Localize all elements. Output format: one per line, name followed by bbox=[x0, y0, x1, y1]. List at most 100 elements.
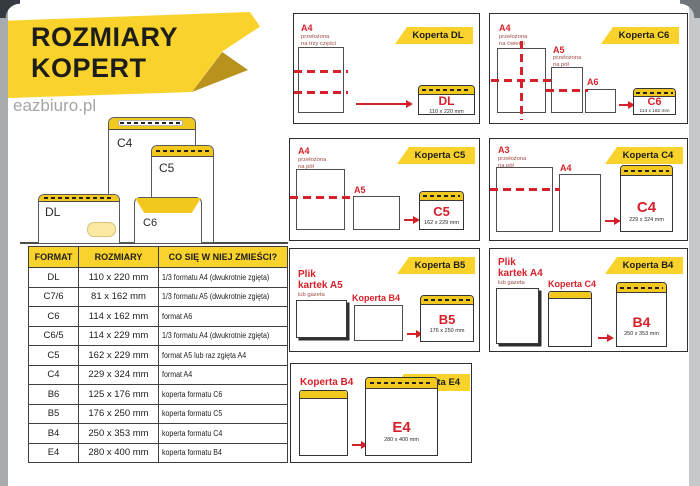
fold-line bbox=[490, 188, 560, 191]
column-header-fits: CO SIĘ W NIEJ ZMIEŚCI? bbox=[158, 246, 288, 268]
size-cell: 162 x 229 mm bbox=[78, 345, 159, 366]
fold-line bbox=[290, 196, 351, 199]
fits-cell: koperta formatu C6 bbox=[158, 384, 288, 405]
envelope-dl: DL 110 x 220 mm bbox=[418, 85, 475, 115]
flap-dash-line bbox=[619, 286, 664, 289]
middle-envelope-b4 bbox=[354, 305, 403, 341]
table-row: B6 125 x 176 mm koperta formatu C6 bbox=[28, 384, 288, 405]
ribbon-koperta-b4: Koperta B4 bbox=[605, 257, 683, 274]
envelope-flap bbox=[420, 192, 463, 201]
fits-text: koperta formatu C6 bbox=[162, 389, 223, 399]
envelope-format-label: B5 bbox=[438, 311, 456, 327]
envelope-label: C4 bbox=[117, 136, 133, 150]
format-cell: B5 bbox=[28, 403, 79, 424]
page-title-line1: ROZMIARY bbox=[31, 22, 178, 52]
sheet-note-line1: przełożona bbox=[553, 55, 582, 61]
size-cell: 125 x 176 mm bbox=[78, 384, 159, 405]
sheet-label-a6: A6 bbox=[587, 77, 599, 87]
table-row: C7/6 81 x 162 mm 1/3 formatu A5 (dwukrotni… bbox=[28, 286, 288, 307]
sheet-a3 bbox=[496, 167, 553, 232]
envelope-format-label: C6 bbox=[647, 96, 662, 108]
envelope-face: C5 162 x 229 mm bbox=[420, 201, 463, 229]
flap-dash-line bbox=[624, 169, 669, 172]
fits-cell: 1/3 formatu A4 (dwukrotnie zgięta) bbox=[158, 325, 288, 346]
stack-label-line2: kartek A5 bbox=[298, 280, 343, 291]
envelope-flap bbox=[617, 283, 666, 293]
fits-cell: format A4 bbox=[158, 364, 288, 385]
middle-envelope-c4 bbox=[548, 291, 592, 347]
envelope-e4: E4 280 x 400 mm bbox=[365, 377, 438, 456]
envelope-face: DL 110 x 220 mm bbox=[419, 93, 474, 115]
sheet-note-line2: na pół bbox=[553, 61, 569, 68]
envelope-flap bbox=[366, 378, 437, 389]
envelope-flap bbox=[419, 86, 474, 95]
transform-arrow bbox=[598, 332, 614, 343]
right-scrollbar-track[interactable] bbox=[689, 0, 700, 486]
flap-dash-line bbox=[424, 299, 470, 302]
fits-text: 1/3 formatu A4 (dwukrotnie zgięta) bbox=[162, 331, 270, 341]
flap-dash-line bbox=[43, 196, 115, 199]
stack-label-line1: Plik bbox=[498, 257, 516, 268]
envelope-size-label: 114 x 162 mm bbox=[639, 109, 670, 114]
envelope-face: E4 280 x 400 mm bbox=[366, 389, 437, 455]
sheet-a4 bbox=[559, 174, 601, 232]
table-row: C5 162 x 229 mm format A5 lub raz zgięta A… bbox=[28, 345, 288, 366]
stack-label: Plik kartek A4 bbox=[498, 257, 543, 279]
size-cell: 110 x 220 mm bbox=[78, 267, 159, 288]
sheet-a4 bbox=[298, 47, 344, 113]
fits-text: format A6 bbox=[162, 311, 193, 321]
format-cell: B6 bbox=[28, 384, 79, 405]
envelope-window bbox=[87, 222, 116, 237]
sheet-label-a4: A4 bbox=[298, 146, 310, 156]
envelope-flap bbox=[39, 195, 119, 202]
transform-arrow bbox=[352, 439, 368, 450]
format-cell: DL bbox=[28, 267, 79, 288]
panel-koperta-c5: Koperta C5 A4 przełożona na pół A5 C5 16… bbox=[289, 138, 480, 241]
envelope-format-label: E4 bbox=[392, 419, 411, 436]
sheet-label-a5: A5 bbox=[354, 185, 366, 195]
sheet-note-line1: przełożona bbox=[301, 34, 330, 40]
panel-koperta-c6: Koperta C6 A4 przełożona na ćwierci A5 p… bbox=[489, 13, 688, 124]
envelope-size-label: 280 x 400 mm bbox=[384, 437, 419, 443]
format-cell: E4 bbox=[28, 442, 79, 463]
sheet-note-line2: na trzy części bbox=[301, 40, 337, 47]
sheet-note: przełożona na trzy części bbox=[301, 34, 336, 48]
envelope-size-label: 250 x 353 mm bbox=[624, 331, 659, 337]
envelope-format-label: B4 bbox=[632, 314, 651, 330]
envelope-face: B5 176 x 250 mm bbox=[421, 305, 473, 341]
envelope-face: C6 114 x 162 mm bbox=[634, 96, 675, 115]
flap-dash-line bbox=[370, 382, 433, 384]
panel-koperta-b5: Koperta B5 Plik kartek A5 lub gazeta Kop… bbox=[289, 248, 480, 352]
transform-arrow bbox=[404, 214, 420, 225]
middle-envelope-label: Koperta C4 bbox=[548, 279, 597, 289]
fits-text: 1/3 formatu A5 (dwukrotnie zgięta) bbox=[162, 292, 270, 302]
envelope-flap bbox=[109, 118, 195, 130]
sheet-label-a4: A4 bbox=[499, 23, 511, 33]
sheet-label-a4: A4 bbox=[560, 163, 572, 173]
sheet-note-line2: na pół bbox=[498, 162, 514, 169]
panel-koperta-c4: Koperta C4 A3 przełożona na pół A4 C4 22… bbox=[489, 138, 688, 241]
fits-text: format A4 bbox=[162, 370, 193, 380]
envelope-flap bbox=[549, 292, 591, 299]
sheet-label-a4: A4 bbox=[301, 23, 313, 33]
ribbon-koperta-dl: Koperta DL bbox=[395, 27, 473, 44]
fits-text: koperta formatu C4 bbox=[162, 428, 223, 438]
envelope-size-label: 162 x 229 mm bbox=[424, 219, 459, 226]
website-label[interactable]: eazbiuro.pl bbox=[13, 96, 97, 115]
size-cell: 250 x 353 mm bbox=[78, 423, 159, 444]
table-row: E4 280 x 400 mm koperta formatu B4 bbox=[28, 442, 288, 463]
left-envelope-label: Koperta B4 bbox=[300, 377, 354, 388]
fits-cell: koperta formatu C4 bbox=[158, 423, 288, 444]
format-cell: B4 bbox=[28, 423, 79, 444]
column-header-rozmiary: ROZMIARY bbox=[78, 246, 159, 268]
envelope-format-label: DL bbox=[438, 93, 455, 108]
stack-note: lub gazeta bbox=[498, 280, 525, 286]
sheet-note-line1: przełożona bbox=[499, 34, 528, 40]
panel-koperta-dl: Koperta DL A4 przełożona na trzy części … bbox=[293, 13, 480, 124]
flap-dash-line bbox=[155, 150, 210, 152]
window-corner-top-left bbox=[0, 0, 20, 18]
size-cell: 114 x 229 mm bbox=[78, 325, 159, 346]
table-header-row: FORMAT ROZMIARY CO SIĘ W NIEJ ZMIEŚCI? bbox=[28, 246, 288, 268]
sheet-note-line1: przełożona bbox=[298, 157, 327, 163]
fits-text: format A5 lub raz zgięta A4 bbox=[162, 350, 247, 360]
